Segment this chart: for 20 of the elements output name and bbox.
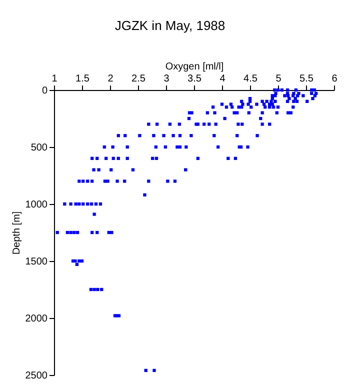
x-tick-label: 1 [52,74,58,84]
y-tick-label: 1000 [25,200,48,210]
x-axis-title: Oxygen [ml/l] [165,62,224,72]
x-tick-label: 4 [220,74,226,84]
x-tick-label: 2.5 [132,74,146,84]
x-tick-label: 5.5 [300,74,314,84]
chart-title: JGZK in May, 1988 [114,18,226,33]
y-tick-label: 500 [30,142,48,154]
x-tick-label: 2 [108,74,114,84]
x-tick-label: 4.5 [244,74,258,84]
x-tick-label: 1.5 [76,74,90,84]
y-axis-title: Depth [m] [11,211,22,255]
y-tick-label: 2500 [25,370,48,382]
x-tick-label: 6 [332,74,338,84]
x-tick-label: 3 [164,74,170,84]
y-tick-label: 1500 [25,256,48,268]
y-tick-label: 2000 [25,314,48,324]
y-tick-label: 0 [42,86,48,96]
x-tick-label: 5 [276,74,282,84]
x-tick-label: 3.5 [188,74,202,84]
